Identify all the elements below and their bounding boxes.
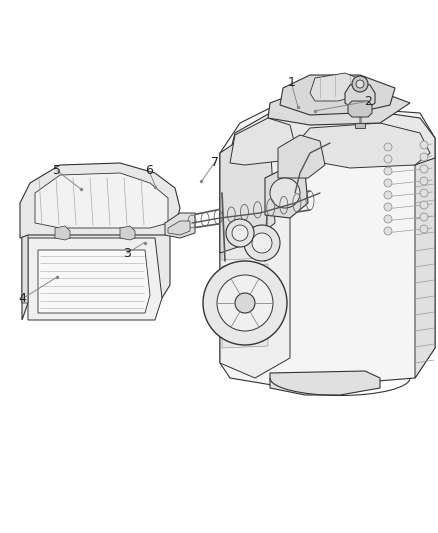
Polygon shape [415, 158, 435, 378]
Circle shape [384, 179, 392, 187]
Polygon shape [348, 101, 372, 117]
Circle shape [420, 201, 428, 209]
Polygon shape [22, 223, 170, 320]
Circle shape [244, 225, 280, 261]
Polygon shape [222, 286, 268, 304]
Circle shape [352, 76, 368, 92]
Circle shape [235, 293, 255, 313]
Circle shape [217, 275, 273, 331]
Polygon shape [222, 242, 268, 260]
Polygon shape [222, 198, 268, 216]
Text: 5: 5 [53, 164, 61, 177]
Polygon shape [295, 123, 430, 168]
Circle shape [384, 215, 392, 223]
Polygon shape [222, 330, 268, 348]
Text: 1: 1 [287, 76, 295, 89]
Circle shape [420, 153, 428, 161]
Polygon shape [220, 123, 290, 378]
Polygon shape [35, 173, 168, 228]
Polygon shape [28, 238, 162, 320]
Polygon shape [280, 75, 395, 115]
Circle shape [270, 178, 300, 208]
Polygon shape [222, 220, 268, 238]
Circle shape [420, 177, 428, 185]
Polygon shape [222, 176, 268, 194]
Polygon shape [220, 133, 275, 253]
Circle shape [356, 80, 364, 88]
Text: 2: 2 [364, 95, 372, 108]
Circle shape [420, 213, 428, 221]
Polygon shape [220, 103, 435, 388]
Polygon shape [310, 73, 365, 101]
Polygon shape [20, 163, 180, 238]
Polygon shape [222, 308, 268, 326]
Polygon shape [38, 250, 150, 313]
Circle shape [420, 165, 428, 173]
Circle shape [384, 167, 392, 175]
Polygon shape [120, 226, 135, 240]
Circle shape [420, 141, 428, 149]
Polygon shape [268, 88, 410, 125]
Polygon shape [355, 123, 365, 128]
Text: 6: 6 [145, 164, 153, 177]
Text: 3: 3 [123, 247, 131, 260]
Polygon shape [165, 213, 195, 238]
Circle shape [232, 225, 248, 241]
Polygon shape [55, 226, 70, 240]
Circle shape [384, 155, 392, 163]
Circle shape [252, 233, 272, 253]
Circle shape [384, 203, 392, 211]
Polygon shape [345, 83, 375, 108]
Polygon shape [270, 371, 380, 395]
Circle shape [203, 261, 287, 345]
Polygon shape [278, 135, 325, 178]
Polygon shape [168, 221, 190, 235]
Circle shape [384, 191, 392, 199]
Circle shape [420, 189, 428, 197]
Circle shape [384, 227, 392, 235]
Polygon shape [265, 168, 308, 218]
Text: 4: 4 [19, 292, 27, 305]
Polygon shape [222, 264, 268, 282]
Text: 7: 7 [211, 156, 219, 169]
Polygon shape [230, 118, 295, 165]
Circle shape [226, 219, 254, 247]
Polygon shape [230, 108, 435, 165]
Polygon shape [22, 223, 28, 303]
Circle shape [420, 225, 428, 233]
Circle shape [384, 143, 392, 151]
